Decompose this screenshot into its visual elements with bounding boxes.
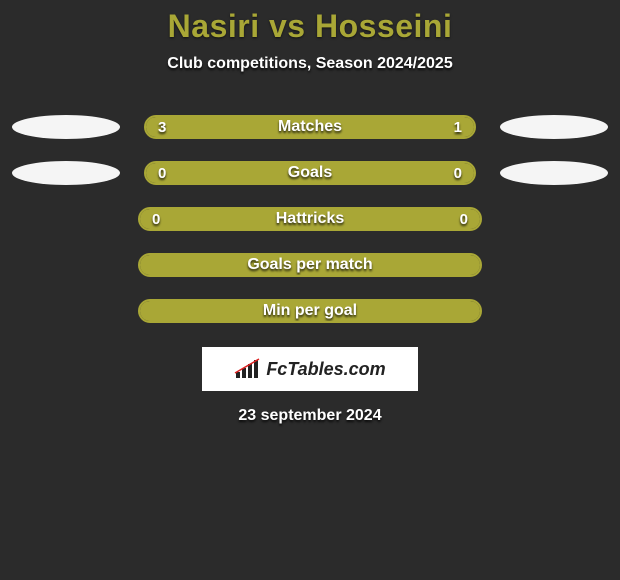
- stat-bar: 00Goals: [144, 161, 476, 185]
- stat-value-left: 3: [158, 117, 166, 137]
- stat-row: 31Matches: [0, 115, 620, 139]
- stat-row: Min per goal: [0, 299, 620, 323]
- comparison-card: Nasiri vs Hosseini Club competitions, Se…: [0, 0, 620, 425]
- stat-value-left: 0: [152, 209, 160, 229]
- stat-value-right: 1: [454, 117, 462, 137]
- player-left-oval: [12, 161, 120, 185]
- stat-value-right: 0: [454, 163, 462, 183]
- player-right-oval: [500, 161, 608, 185]
- stat-bar: 00Hattricks: [138, 207, 482, 231]
- stat-value-left: 0: [158, 163, 166, 183]
- page-title: Nasiri vs Hosseini: [0, 8, 620, 45]
- player-left-oval: [12, 115, 120, 139]
- stat-row: 00Hattricks: [0, 207, 620, 231]
- bar-chart-icon: [234, 358, 262, 380]
- stat-row: Goals per match: [0, 253, 620, 277]
- bar-fill: [146, 163, 474, 183]
- stat-bar: Min per goal: [138, 299, 482, 323]
- logo-box: FcTables.com: [202, 347, 418, 391]
- bar-fill-left: [146, 117, 392, 137]
- logo-text: FcTables.com: [266, 359, 385, 380]
- stat-row: 00Goals: [0, 161, 620, 185]
- stat-bar: 31Matches: [144, 115, 476, 139]
- subtitle: Club competitions, Season 2024/2025: [0, 55, 620, 73]
- stat-rows: 31Matches00Goals00HattricksGoals per mat…: [0, 115, 620, 323]
- bar-fill: [140, 301, 480, 321]
- bar-fill: [140, 209, 480, 229]
- date-label: 23 september 2024: [0, 407, 620, 425]
- bar-fill: [140, 255, 480, 275]
- stat-value-right: 0: [460, 209, 468, 229]
- player-right-oval: [500, 115, 608, 139]
- stat-bar: Goals per match: [138, 253, 482, 277]
